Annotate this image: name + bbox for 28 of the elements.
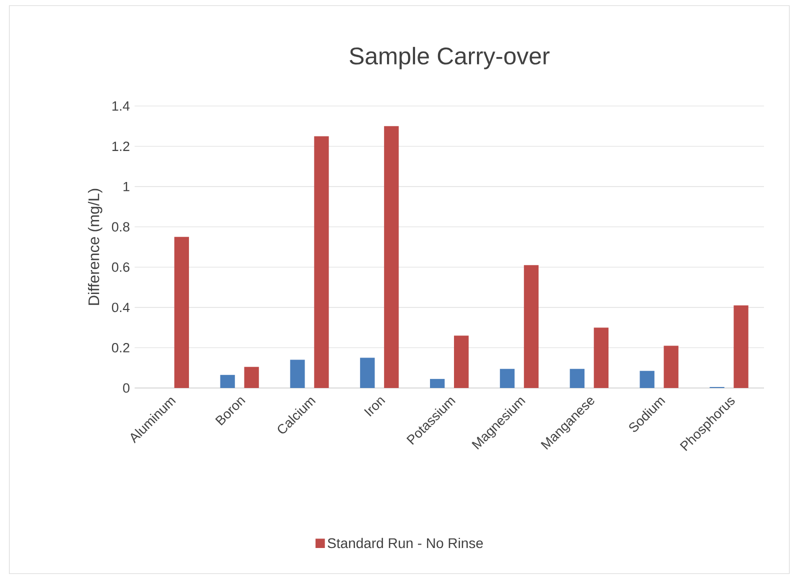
bar bbox=[594, 328, 609, 388]
bar bbox=[454, 336, 469, 388]
bar bbox=[524, 265, 539, 388]
y-tick-label: 0.6 bbox=[112, 262, 130, 272]
y-tick-label: 1.4 bbox=[112, 101, 130, 111]
y-tick-label: 0.2 bbox=[112, 343, 130, 352]
bar bbox=[640, 370, 654, 388]
x-tick-label: Iron bbox=[364, 397, 386, 417]
bar bbox=[290, 360, 305, 388]
y-tick-label: 1 bbox=[124, 182, 130, 192]
bar bbox=[570, 368, 585, 388]
y-tick-label: 0.8 bbox=[112, 222, 130, 232]
bar bbox=[500, 368, 515, 388]
bar bbox=[734, 305, 748, 388]
y-axis-title: Difference (mg/L) bbox=[88, 188, 102, 305]
bar bbox=[174, 236, 189, 388]
bar bbox=[244, 366, 259, 388]
bar bbox=[384, 126, 399, 388]
y-tick-label: 0.4 bbox=[112, 302, 130, 312]
bar bbox=[314, 136, 329, 388]
bar bbox=[664, 346, 678, 388]
y-tick-label: 0 bbox=[123, 383, 130, 393]
bar bbox=[430, 378, 445, 388]
legend-label: Standard Run - No Rinse bbox=[328, 538, 483, 548]
bar bbox=[220, 374, 235, 388]
chart-title: Sample Carry-over bbox=[350, 46, 550, 70]
y-tick-label: 1.2 bbox=[112, 142, 130, 151]
bar bbox=[360, 358, 375, 388]
